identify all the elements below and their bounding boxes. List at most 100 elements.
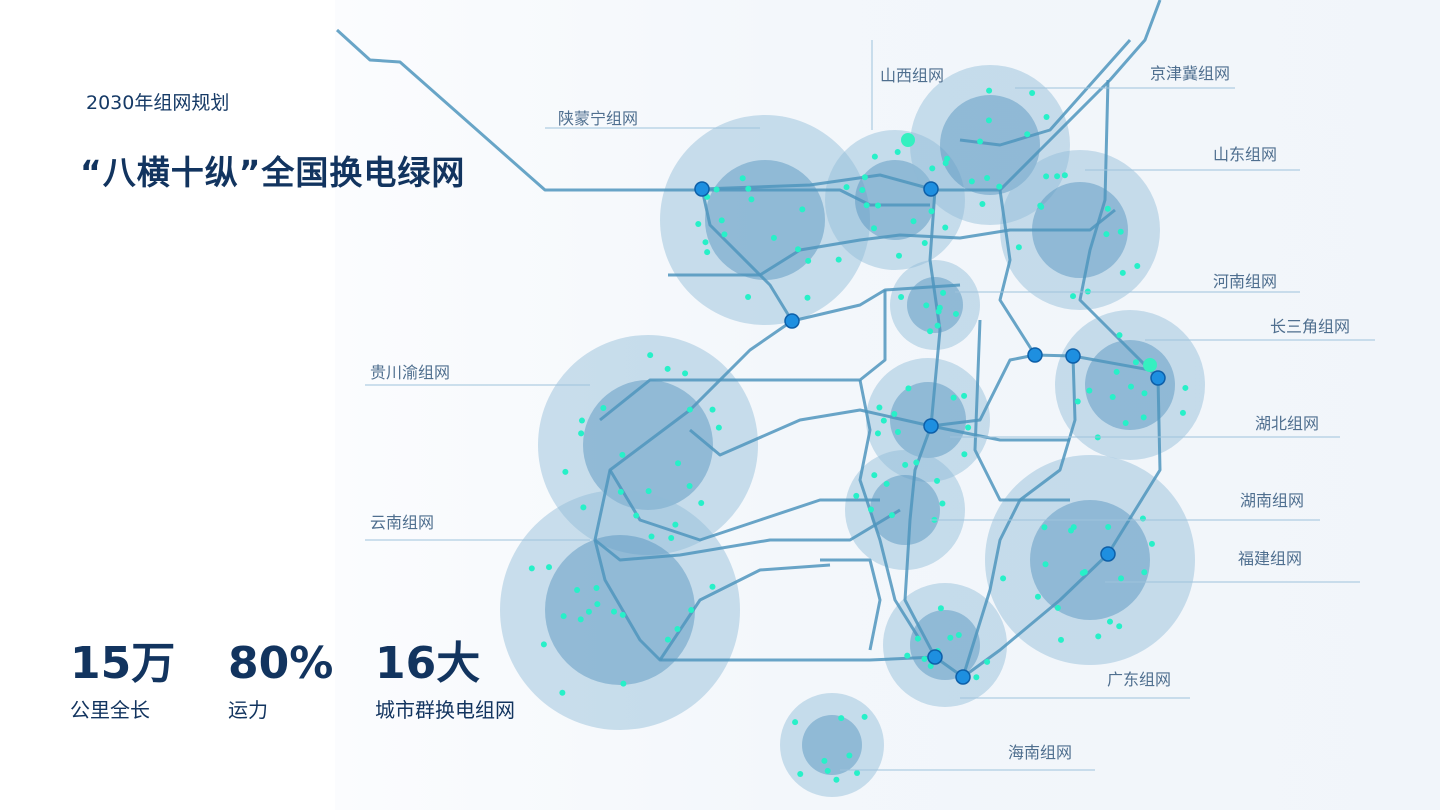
network-line [973, 319, 1070, 502]
station-dot [894, 149, 901, 156]
station-dot [1116, 332, 1123, 339]
region-label: 山东组网 [1213, 145, 1278, 164]
region-circle-inner [910, 610, 980, 680]
station-dot [1095, 633, 1102, 640]
station-dot [961, 392, 968, 399]
region-circle-outer [500, 490, 740, 730]
station-dot [1106, 618, 1113, 625]
hub-node [1100, 546, 1116, 562]
station-dot [913, 459, 920, 466]
hub-node-green [1143, 358, 1157, 372]
hub-node [923, 181, 939, 197]
stat-label: 城市群换电组网 [375, 698, 515, 722]
station-dot [894, 429, 901, 436]
region-label: 长三角组网 [1270, 317, 1351, 336]
station-dot [1015, 244, 1022, 251]
station-dot [721, 231, 728, 238]
station-dot [1054, 604, 1061, 611]
station-dot [934, 322, 941, 329]
station-dot [1034, 593, 1041, 600]
station-dot [905, 385, 912, 392]
station-dot [914, 635, 921, 642]
hub-node [1150, 370, 1166, 386]
station-dot [1179, 409, 1186, 416]
region-label: 山西组网 [880, 66, 945, 85]
station-dot [799, 206, 806, 213]
hub-node [923, 418, 939, 434]
station-dot [1070, 524, 1077, 531]
region-circle-inner [545, 535, 695, 685]
station-dot [611, 608, 618, 615]
region-circle-outer [538, 335, 758, 555]
station-dot [686, 483, 693, 490]
station-dot [688, 607, 695, 614]
station-dot [944, 155, 951, 162]
stat-label: 运力 [228, 698, 268, 722]
region-label: 海南组网 [1008, 743, 1073, 762]
station-dot [1070, 293, 1077, 300]
station-dot [868, 506, 875, 513]
network-line [593, 319, 936, 662]
station-dot [835, 256, 842, 263]
station-dot [559, 689, 566, 696]
station-dot [973, 674, 980, 681]
region-label: 福建组网 [1238, 549, 1303, 568]
station-dot [936, 304, 943, 311]
station-dot [871, 472, 878, 479]
station-dot [674, 626, 681, 633]
network-line [608, 469, 880, 542]
station-dot [748, 196, 755, 203]
station-dot [1057, 636, 1064, 643]
station-dot [695, 221, 702, 228]
station-dot [546, 564, 553, 571]
station-dot [902, 461, 909, 468]
station-dot [645, 488, 652, 495]
region-label: 京津冀组网 [1150, 64, 1231, 83]
station-dot [1148, 540, 1155, 547]
station-dot [672, 521, 679, 528]
station-dot [854, 770, 861, 777]
station-dot [620, 680, 627, 687]
station-dot [600, 405, 607, 412]
station-dot [675, 460, 682, 467]
station-dot [927, 328, 934, 335]
station-dot [1118, 575, 1125, 582]
station-dot [880, 417, 887, 424]
station-dot [876, 404, 883, 411]
station-dot [846, 752, 853, 759]
station-dot [562, 468, 569, 475]
station-dot [874, 202, 881, 209]
station-dot [1074, 398, 1081, 405]
network-line [935, 0, 1162, 192]
station-dot [619, 611, 626, 618]
station-dot [1084, 288, 1091, 295]
station-dot [619, 451, 626, 458]
hub-node [1065, 348, 1081, 364]
station-dot [952, 310, 959, 317]
station-dot [709, 583, 716, 590]
station-dot [1029, 90, 1036, 97]
station-dot [792, 719, 799, 726]
stat-label: 公里全长 [70, 698, 150, 722]
station-dot [1043, 114, 1050, 121]
station-dot [928, 208, 935, 215]
station-dot [794, 246, 801, 253]
station-dot [797, 770, 804, 777]
network-line [335, 28, 930, 207]
region-label: 湖北组网 [1255, 414, 1320, 433]
station-dot [702, 239, 709, 246]
hub-node [927, 649, 943, 665]
subtitle: 2030年组网规划 [86, 92, 230, 114]
station-dot [923, 302, 930, 309]
station-dot [1105, 523, 1112, 530]
station-dot [895, 252, 902, 259]
station-dot [1043, 173, 1050, 180]
station-dot [984, 174, 991, 181]
station-dot [1024, 131, 1031, 138]
station-dot [745, 294, 752, 301]
network-line [820, 558, 882, 651]
station-dot [1000, 575, 1007, 582]
network-line [689, 408, 1070, 457]
station-dot [910, 218, 917, 225]
stat-value: 16大 [375, 638, 481, 689]
